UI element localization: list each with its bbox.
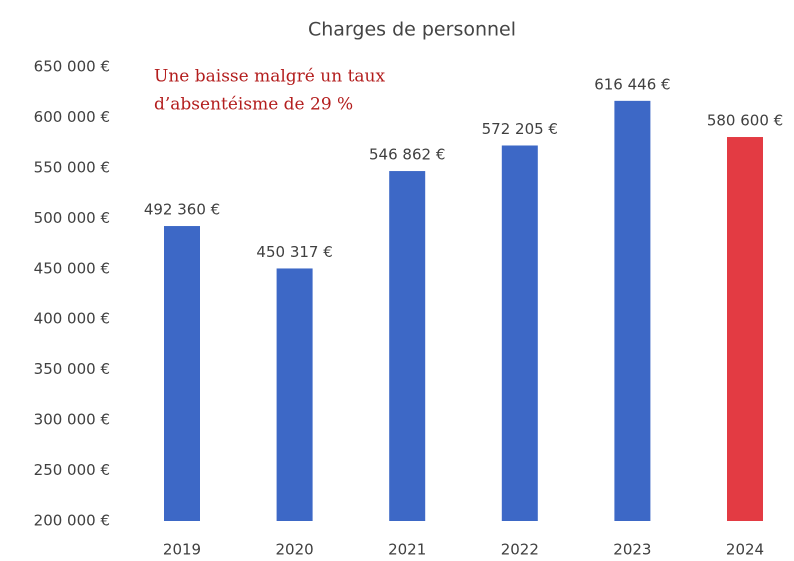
y-tick-label: 600 000 €: [34, 108, 110, 126]
x-tick-label: 2023: [613, 541, 651, 559]
annotation: Une baisse malgré un taux: [154, 67, 385, 87]
x-tick-label: 2019: [163, 541, 201, 559]
bar: [389, 171, 426, 521]
value-label: 546 862 €: [369, 146, 445, 164]
y-tick-label: 200 000 €: [34, 512, 110, 530]
y-tick-label: 450 000 €: [34, 259, 110, 277]
x-tick-label: 2021: [388, 541, 426, 559]
value-label: 616 446 €: [594, 75, 670, 93]
bar: [614, 100, 651, 521]
x-tick-label: 2020: [276, 541, 314, 559]
value-label: 580 600 €: [707, 112, 783, 130]
bar: [727, 137, 763, 521]
bar: [501, 145, 538, 521]
y-tick-label: 350 000 €: [34, 360, 110, 378]
annotation: d’absentéisme de 29 %: [154, 95, 353, 115]
x-tick-label: 2024: [726, 541, 764, 559]
x-tick-label: 2022: [501, 541, 539, 559]
bar: [164, 226, 200, 521]
value-label: 572 205 €: [482, 120, 558, 138]
y-tick-label: 550 000 €: [34, 158, 110, 176]
chart-title: Charges de personnel: [308, 19, 516, 41]
y-tick-label: 400 000 €: [34, 310, 110, 328]
y-tick-label: 250 000 €: [34, 461, 110, 479]
y-tick-label: 500 000 €: [34, 209, 110, 227]
y-tick-label: 300 000 €: [34, 411, 110, 429]
y-tick-label: 650 000 €: [34, 58, 110, 76]
value-label: 492 360 €: [144, 201, 220, 219]
value-label: 450 317 €: [256, 243, 332, 261]
bar: [276, 268, 313, 521]
